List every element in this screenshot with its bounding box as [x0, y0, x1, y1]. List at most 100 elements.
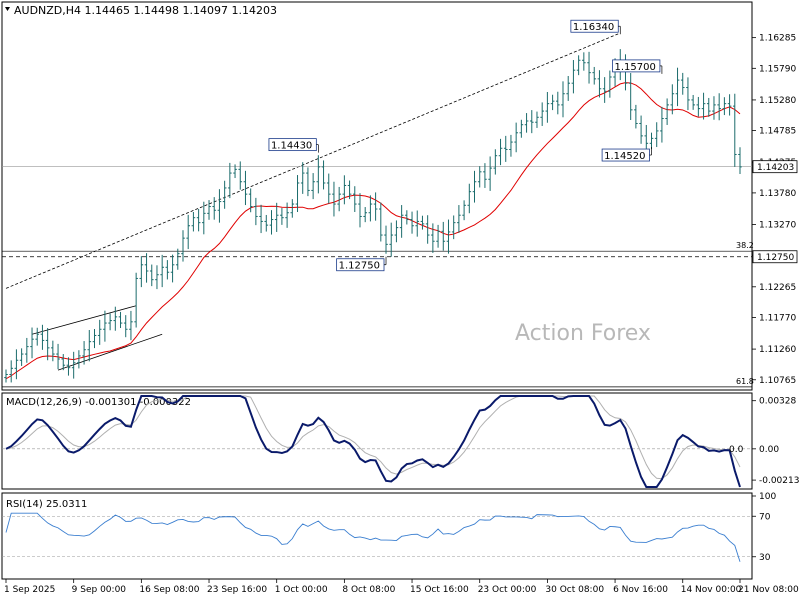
ohlc-bar: [373, 192, 378, 221]
ohlc-bar: [326, 173, 331, 204]
time-tick-label-8: 30 Oct 08:00: [545, 585, 604, 595]
time-tick-label-2: 16 Sep 08:00: [139, 585, 199, 595]
ohlc-bar: [462, 200, 466, 221]
ohlc-bar: [332, 181, 336, 217]
ohlc-bar: [134, 272, 138, 328]
ohlc-bar: [97, 319, 102, 345]
ohlc-bar: [660, 106, 664, 143]
ohlc-bar: [566, 76, 571, 101]
ohlc-bar: [457, 205, 461, 233]
ohlc-bar: [144, 253, 149, 283]
current-price-badge: [752, 160, 798, 174]
ohlc-bar: [82, 341, 86, 365]
time-axis: 1 Sep 2025 9 Sep 00:00 16 Sep 08:00 23 Sep …: [4, 579, 799, 595]
ohlc-bar: [30, 327, 34, 359]
watermark: Action Forex: [515, 321, 651, 346]
ohlc-bar: [196, 209, 201, 232]
ohlc-bar: [290, 199, 295, 218]
ohlc-bar: [175, 248, 180, 270]
ohlc-bar: [264, 214, 269, 232]
ohlc-bar: [9, 360, 14, 383]
ohlc-bar: [337, 186, 341, 212]
ohlc-bar: [384, 225, 388, 254]
ohlc-bar: [378, 202, 383, 242]
ohlc-bar: [405, 210, 409, 225]
ohlc-bar: [228, 162, 232, 199]
ohlc-bar: [280, 208, 284, 225]
ohlc-bar: [129, 310, 133, 341]
current-price-label: 1.14203: [757, 163, 794, 173]
ohlc-bar: [608, 70, 612, 98]
ohlc-bar: [306, 167, 310, 197]
ohlc-bar: [420, 215, 425, 230]
rsi-tick-label-2: 30: [759, 553, 771, 563]
time-tick-label-9: 6 Nov 16:00: [613, 585, 668, 595]
ohlc-bar: [654, 122, 659, 148]
price-tick-label-0: 1.16285: [759, 34, 796, 44]
price-axis: 1.162851.157901.152801.147851.142751.137…: [752, 34, 798, 386]
macd-pane: MACD(12,26,9) -0.001301 -0.000322 0.0032…: [1, 392, 799, 490]
ohlc-bar: [696, 96, 701, 117]
level-price-label: 1.12750: [757, 253, 794, 263]
ohlc-bar: [691, 94, 695, 110]
ohlc-bar: [592, 66, 597, 85]
ohlc-bar: [222, 180, 227, 209]
ohlc-bar: [274, 202, 279, 232]
macd-pane-frame: [1, 392, 753, 490]
macd-zero-label: 0.0: [729, 445, 744, 455]
ohlc-bar: [368, 195, 373, 222]
ohlc-bar: [446, 219, 451, 254]
macd-signal-line: [5, 395, 741, 480]
ohlc-bar: [634, 104, 638, 129]
ohlc-bar: [139, 256, 144, 288]
ohlc-bar: [436, 224, 440, 248]
ohlc-bar: [170, 254, 175, 283]
ohlc-bar: [639, 115, 643, 144]
ohlc-bar: [493, 149, 498, 175]
ohlc-bar: [186, 214, 191, 250]
ohlc-bar: [352, 186, 357, 212]
price-tick-label-11: 1.10765: [759, 376, 796, 386]
price-tick-label-3: 1.14785: [759, 127, 796, 137]
ohlc-bar: [545, 91, 550, 123]
ohlc-bar: [529, 110, 534, 134]
ohlc-bar: [92, 329, 97, 349]
fib-label-61: 61.8: [736, 377, 754, 386]
rsi-tick-label-1: 70: [759, 512, 771, 522]
ohlc-bar: [602, 77, 607, 103]
ohlc-bar: [431, 223, 435, 253]
ohlc-bar: [514, 122, 518, 153]
ohlc-bar: [295, 175, 300, 212]
ohlc-bar: [254, 197, 258, 226]
ohlc-bar: [165, 260, 170, 280]
ohlc-bar: [686, 77, 690, 111]
ohlc-bar: [498, 138, 503, 166]
ohlc-bar: [155, 265, 159, 290]
ohlc-bar: [582, 52, 586, 71]
ohlc-bar: [77, 350, 81, 369]
ohlc-bar: [238, 161, 243, 190]
ohlc-bar: [503, 135, 508, 162]
ohlc-bar: [555, 91, 560, 115]
price-tick-label-2: 1.15280: [759, 96, 796, 106]
ohlc-bar: [233, 164, 237, 179]
macd-label: MACD(12,26,9) -0.001301 -0.000322: [6, 397, 191, 408]
annotation-label-0: 1.16340: [573, 22, 614, 33]
price-pane: 38.2 61.8 1.16340 1.15700 1.14520 1.14430 1.12…: [1, 1, 754, 391]
ohlc-bar: [732, 93, 737, 167]
ohlc-bar: [311, 173, 315, 200]
time-tick-label-4: 1 Oct 00:00: [275, 585, 328, 595]
ohlc-bar: [285, 202, 289, 228]
time-tick-label-10: 14 Nov 00:00: [681, 585, 742, 595]
rsi-line: [5, 512, 741, 562]
ohlc-bar: [118, 311, 123, 329]
ohlc-bar: [535, 111, 539, 128]
moving-average-line: [5, 82, 741, 380]
ohlc-bar: [243, 170, 248, 206]
ohlc-bar: [45, 328, 50, 361]
symbol-dropdown-icon[interactable]: [5, 7, 10, 11]
ohlc-bar: [706, 97, 711, 117]
ohlc-bar: [342, 175, 347, 205]
ohlc-bar: [248, 188, 253, 213]
ohlc-bar: [483, 163, 487, 188]
